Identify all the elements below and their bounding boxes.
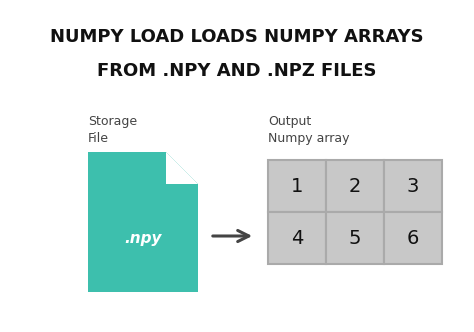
- Text: FROM .NPY AND .NPZ FILES: FROM .NPY AND .NPZ FILES: [97, 62, 377, 80]
- Bar: [268, 212, 326, 264]
- Bar: [268, 160, 326, 212]
- Bar: [326, 160, 384, 212]
- Text: Numpy array: Numpy array: [268, 132, 349, 145]
- Text: Output: Output: [268, 115, 311, 128]
- Text: 4: 4: [291, 228, 303, 247]
- Text: 3: 3: [407, 177, 419, 196]
- Polygon shape: [88, 152, 198, 292]
- Text: 6: 6: [407, 228, 419, 247]
- Polygon shape: [166, 152, 198, 184]
- Text: 1: 1: [291, 177, 303, 196]
- Text: .npy: .npy: [124, 231, 162, 246]
- Bar: [384, 212, 442, 264]
- Text: Storage: Storage: [88, 115, 137, 128]
- Text: NUMPY LOAD LOADS NUMPY ARRAYS: NUMPY LOAD LOADS NUMPY ARRAYS: [50, 28, 424, 46]
- Text: 5: 5: [349, 228, 361, 247]
- Text: File: File: [88, 132, 109, 145]
- Text: 2: 2: [349, 177, 361, 196]
- Bar: [326, 212, 384, 264]
- Bar: [384, 160, 442, 212]
